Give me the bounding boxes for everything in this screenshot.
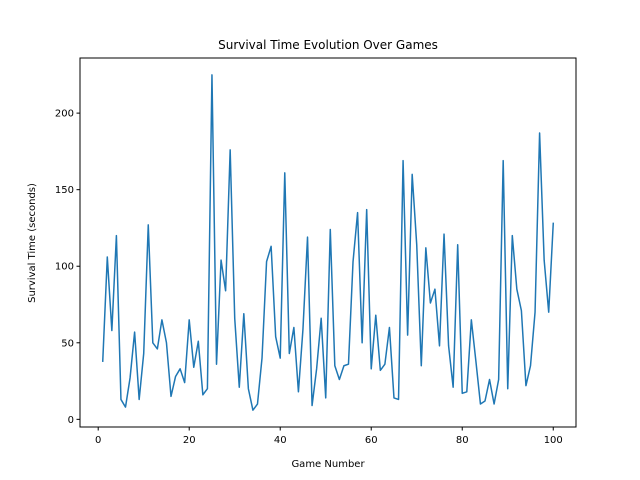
x-axis-ticks: 0 20 40 60 80 100 (95, 427, 563, 446)
x-tick-label: 40 (274, 435, 287, 446)
y-tick-label: 0 (68, 415, 74, 426)
series-layer (101, 74, 555, 411)
series-line-0 (101, 74, 555, 411)
plot-area-frame (79, 57, 577, 428)
x-axis-label: Game Number (291, 459, 365, 470)
y-tick-label: 100 (55, 262, 74, 273)
x-tick-label: 80 (456, 435, 469, 446)
y-axis-label: Survival Time (seconds) (27, 183, 38, 303)
y-tick-label: 200 (55, 109, 74, 120)
y-tick-label: 150 (55, 185, 74, 196)
y-axis-ticks: 0 50 100 150 200 (55, 109, 80, 426)
x-tick-label: 60 (365, 435, 378, 446)
x-tick-label: 20 (183, 435, 196, 446)
x-tick-label: 100 (544, 435, 563, 446)
y-tick-label: 50 (61, 338, 74, 349)
chart-title: Survival Time Evolution Over Games (218, 38, 438, 52)
x-tick-label: 0 (95, 435, 101, 446)
